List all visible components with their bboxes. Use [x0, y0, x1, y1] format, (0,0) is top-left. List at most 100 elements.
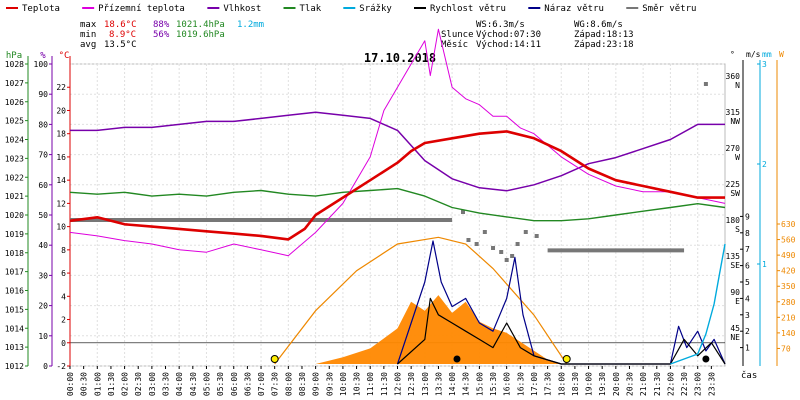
series-gust-line [396, 240, 726, 365]
wind-direction-point-9 [523, 230, 528, 234]
direction-axis-unit: ° [730, 50, 735, 59]
x-tick-label-14: 07:00 [257, 372, 266, 396]
x-tick-label-25: 12:30 [407, 372, 416, 396]
dir-tick-label-270: 270 [726, 144, 741, 153]
x-tick-label-34: 17:00 [530, 372, 539, 396]
x-tick-label-8: 04:00 [175, 372, 184, 396]
wind-speed-axis-unit: m/s [746, 50, 761, 59]
pressure-tick-label-1022: 1022 [5, 173, 24, 182]
x-axis: 00:00 00:30 01:00 01:30 02:00 02:30 03:00 03:30… [66, 366, 716, 396]
wind-direction-point-1 [466, 238, 471, 242]
temperature-tick-label-4: 4 [61, 292, 66, 301]
humidity-tick-label-90: 90 [38, 90, 48, 99]
stats-avg-temp: 13.5°C [104, 40, 137, 50]
plot-area [69, 28, 726, 365]
dir-tick-name-NE: NE [730, 333, 740, 342]
pressure-tick-label-1013: 1013 [5, 343, 24, 352]
x-tick-label-33: 16:30 [516, 372, 525, 396]
sun-set: Západ:18:13 [574, 30, 634, 40]
solar-axis-unit: W [779, 50, 784, 59]
humidity-tick-label-10: 10 [38, 332, 48, 341]
wind-direction-point-5 [499, 250, 504, 254]
x-tick-label-4: 02:00 [121, 372, 130, 396]
x-tick-label-41: 20:30 [625, 372, 634, 396]
x-tick-label-19: 09:30 [325, 372, 334, 396]
dir-tick-label-360: 360 [726, 72, 741, 81]
x-tick-label-13: 06:30 [243, 372, 252, 396]
x-tick-label-22: 11:00 [366, 372, 375, 396]
wind-small-tick-label-8: 8 [745, 229, 750, 238]
rain-axis-unit: mm [762, 50, 772, 59]
temperature-tick-label-0: 0 [61, 339, 66, 348]
humidity-tick-label-40: 40 [38, 241, 48, 250]
temperature-tick-label-16: 16 [56, 153, 66, 162]
solar-tick-label-560: 560 [781, 236, 796, 245]
wind-small-tick-label-1: 1 [745, 344, 750, 353]
wind-small-tick-label-4: 4 [745, 294, 750, 303]
temperature-tick-label-14: 14 [56, 176, 66, 185]
sunrise-icon [270, 355, 279, 363]
dir-tick-name-E: E [735, 297, 740, 306]
pressure-tick-label-1014: 1014 [5, 324, 24, 333]
series-hum-line [70, 111, 725, 192]
temperature-tick-label-6: 6 [61, 269, 66, 278]
temperature-tick-label-12: 12 [56, 199, 66, 208]
series-wind-line [397, 297, 726, 365]
wind-direction-point-0 [461, 210, 465, 214]
x-tick-label-16: 08:00 [284, 372, 293, 396]
wind-direction-point-6 [504, 258, 509, 262]
x-tick-label-15: 07:30 [271, 372, 280, 396]
x-tick-label-23: 11:30 [380, 372, 389, 396]
stats-block: max 18.6°C 88% 1021.4hPa 1.2mm min 8.9°C… [80, 20, 634, 50]
stats-max-hum: 88% [153, 20, 170, 30]
legend-label-4: Srážky [359, 4, 392, 14]
temperature-axis-unit: °C [59, 51, 70, 61]
temperature-tick-label-20: 20 [56, 106, 66, 115]
chart-title: 17.10.2018 [364, 51, 436, 65]
stats-avg-label: avg [80, 40, 96, 50]
solar-tick-label-420: 420 [781, 267, 796, 276]
dir-tick-label-180: 180 [726, 216, 741, 225]
x-tick-label-7: 03:30 [162, 372, 171, 396]
x-tick-label-37: 18:30 [571, 372, 580, 396]
solar-tick-label-350: 350 [781, 282, 796, 291]
x-tick-label-43: 21:30 [653, 372, 662, 396]
chart-legend: Teplota Přízemní teplota Vlhkost Tlak Srážky… [6, 4, 696, 14]
x-tick-label-27: 13:30 [434, 372, 443, 396]
x-tick-label-1: 00:30 [80, 372, 89, 396]
pressure-tick-label-1017: 1017 [5, 268, 24, 277]
legend-label-5: Rychlost větru [430, 4, 506, 14]
sun-label: Slunce [441, 30, 474, 40]
temperature-tick-label-8: 8 [61, 246, 66, 255]
series-rain-line [670, 243, 726, 365]
humidity-tick-label-60: 60 [38, 181, 48, 190]
dir-tick-label-225: 225 [726, 180, 741, 189]
legend-label-1: Přízemní teplota [98, 4, 185, 14]
x-tick-label-12: 06:00 [230, 372, 239, 396]
solar-tick-label-210: 210 [781, 313, 796, 322]
pressure-tick-label-1016: 1016 [5, 287, 24, 296]
humidity-tick-label-80: 80 [38, 120, 48, 129]
pressure-tick-label-1020: 1020 [5, 211, 24, 220]
stats-max-rain: 1.2mm [237, 20, 264, 30]
pressure-tick-label-1024: 1024 [5, 136, 24, 145]
pressure-tick-label-1023: 1023 [5, 154, 24, 163]
solar-tick-label-630: 630 [781, 220, 796, 229]
humidity-tick-label-30: 30 [38, 271, 48, 280]
x-tick-label-45: 22:30 [680, 372, 689, 396]
x-tick-label-17: 08:30 [298, 372, 307, 396]
time-axis-label: čas [741, 370, 757, 381]
pressure-tick-label-1026: 1026 [5, 98, 24, 107]
wind-large-tick-label-1: 1 [762, 260, 767, 269]
humidity-tick-label-70: 70 [38, 151, 48, 160]
wind-direction-point-10 [534, 234, 539, 238]
x-tick-label-40: 20:00 [612, 372, 621, 396]
stats-max-label: max [80, 20, 97, 30]
x-tick-label-36: 18:00 [557, 372, 566, 396]
dir-tick-label-315: 315 [726, 108, 741, 117]
dir-tick-label-135: 135 [726, 252, 741, 261]
dir-tick-name-W: W [735, 153, 740, 162]
left-axes: 1012101310141015101610171018101910201021… [5, 56, 71, 371]
wind-small-tick-label-6: 6 [745, 262, 750, 271]
